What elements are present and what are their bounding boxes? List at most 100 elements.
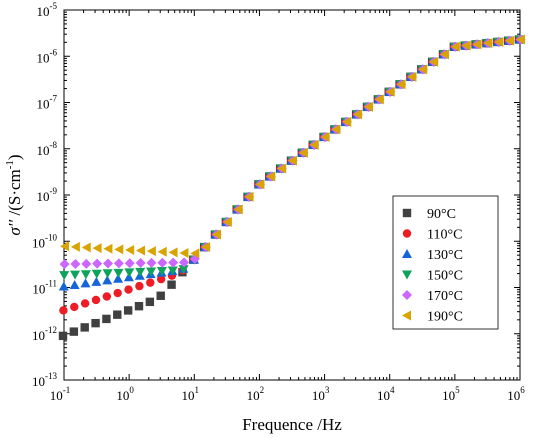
data-point bbox=[113, 288, 122, 298]
y-tick-label: 10-6 bbox=[37, 47, 58, 65]
legend-label: 90°C bbox=[427, 207, 456, 222]
legend-label: 130°C bbox=[427, 248, 463, 263]
x-tick-label: 10-1 bbox=[50, 385, 71, 403]
legend-marker bbox=[402, 249, 412, 258]
data-point bbox=[156, 266, 167, 276]
legend: 90°C 110°C 130°C 150°C 170°C 190°C bbox=[392, 195, 499, 330]
data-point bbox=[124, 268, 135, 278]
data-points bbox=[58, 34, 526, 341]
data-point bbox=[91, 269, 102, 279]
y-axis-unit-close: ) bbox=[5, 154, 24, 160]
data-point bbox=[103, 258, 114, 269]
data-point bbox=[342, 116, 352, 127]
data-point bbox=[113, 273, 124, 283]
data-point bbox=[364, 101, 373, 112]
data-point bbox=[288, 155, 297, 166]
data-point bbox=[385, 86, 395, 97]
data-point bbox=[80, 270, 91, 280]
data-point bbox=[91, 276, 102, 286]
y-tick-label: 10-8 bbox=[37, 140, 58, 158]
data-point bbox=[266, 171, 276, 182]
y-tick-label: 10-5 bbox=[37, 1, 58, 19]
data-point bbox=[418, 64, 428, 75]
data-point bbox=[190, 248, 200, 259]
data-point bbox=[156, 274, 166, 284]
data-point bbox=[212, 229, 221, 240]
data-point bbox=[374, 94, 384, 105]
legend-label: 110°C bbox=[427, 228, 462, 243]
data-point bbox=[123, 306, 133, 315]
data-point bbox=[146, 267, 157, 277]
data-point bbox=[146, 257, 157, 268]
legend-label: 150°C bbox=[427, 269, 463, 284]
legend-marker bbox=[402, 208, 412, 218]
data-point bbox=[92, 258, 103, 269]
data-point bbox=[70, 270, 81, 280]
data-point bbox=[134, 301, 144, 311]
data-point bbox=[320, 131, 330, 142]
y-tick-labels: 10-13 10-12 10-11 10-10 10-9 10-8 10-7 10-6 10-5 bbox=[32, 1, 57, 389]
y-tick-label: 10-13 bbox=[32, 371, 57, 389]
data-point bbox=[103, 243, 113, 254]
x-axis-title: Frequence /Hz bbox=[242, 415, 342, 434]
data-point bbox=[102, 314, 111, 324]
legend-marker bbox=[402, 310, 411, 321]
data-point bbox=[407, 71, 417, 82]
data-point bbox=[69, 279, 80, 289]
data-point bbox=[255, 179, 265, 190]
data-point bbox=[429, 56, 439, 67]
data-point bbox=[146, 246, 156, 257]
legend-marker bbox=[402, 270, 412, 280]
data-point bbox=[461, 40, 471, 51]
x-tick-label: 102 bbox=[247, 385, 265, 403]
data-point bbox=[91, 295, 101, 305]
data-point bbox=[69, 327, 79, 336]
data-point bbox=[178, 265, 189, 275]
data-point bbox=[516, 34, 525, 45]
data-point bbox=[114, 244, 124, 255]
data-point bbox=[440, 49, 449, 60]
data-point bbox=[70, 302, 79, 312]
data-point bbox=[168, 247, 178, 258]
data-point bbox=[331, 124, 341, 135]
data-point bbox=[70, 241, 80, 252]
data-point bbox=[233, 204, 243, 215]
data-point bbox=[80, 323, 89, 332]
data-point bbox=[60, 241, 69, 252]
data-point bbox=[135, 281, 144, 291]
data-point bbox=[102, 269, 113, 279]
y-axis-sigma: σ′′ bbox=[5, 216, 24, 236]
data-point bbox=[222, 216, 232, 227]
data-point bbox=[168, 257, 179, 268]
data-point bbox=[58, 331, 68, 341]
data-point bbox=[244, 191, 254, 202]
data-point bbox=[123, 272, 134, 282]
data-point bbox=[91, 318, 100, 328]
data-point bbox=[309, 139, 319, 150]
data-point bbox=[157, 246, 167, 257]
data-point bbox=[156, 291, 165, 300]
data-point bbox=[167, 280, 176, 289]
data-point bbox=[102, 275, 113, 285]
y-tick-label: 10-7 bbox=[37, 94, 58, 112]
data-point bbox=[472, 39, 482, 50]
data-point bbox=[80, 278, 91, 288]
data-point bbox=[125, 244, 135, 255]
data-point bbox=[450, 41, 460, 52]
data-point bbox=[167, 266, 178, 276]
data-point bbox=[92, 243, 102, 254]
y-tick-label: 10-12 bbox=[32, 325, 57, 343]
y-axis-title: σ′′ /(S·cm-1) bbox=[4, 154, 24, 235]
data-point bbox=[113, 310, 122, 319]
data-point bbox=[113, 268, 124, 278]
x-tick-label: 100 bbox=[116, 385, 134, 403]
data-point bbox=[157, 257, 168, 268]
x-tick-labels: 10-1 100 101 102 103 104 105 106 bbox=[50, 385, 526, 403]
legend-label: 170°C bbox=[427, 289, 463, 304]
data-point bbox=[58, 281, 69, 291]
data-point bbox=[59, 271, 70, 281]
data-point bbox=[494, 36, 504, 47]
data-point bbox=[396, 79, 406, 90]
x-tick-label: 106 bbox=[507, 385, 525, 403]
